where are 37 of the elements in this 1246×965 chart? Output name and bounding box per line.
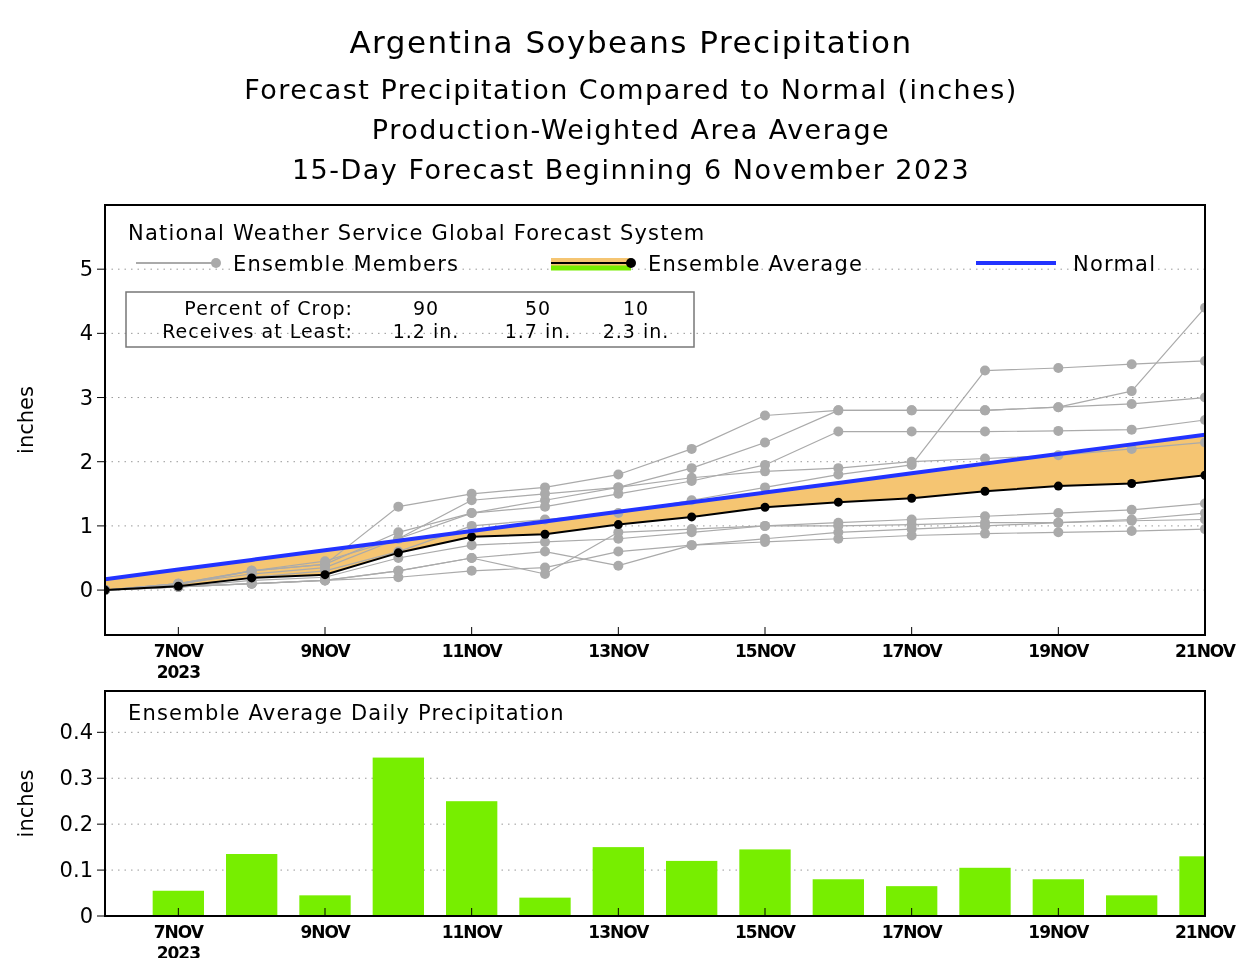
y-axis-title: inches — [14, 769, 38, 838]
text: Percent of Crop: 90 50 10 — [184, 297, 650, 319]
chart-subtitle: Forecast Precipitation Compared to Normal (inches) Production-Weighted Area Average 15-Day Forecast Beginning 6 November 2023 — [244, 74, 1018, 185]
x-tick-label: 15NOV — [734, 922, 797, 942]
y-tick-label: 2 — [79, 449, 93, 474]
x-tick-label: 19NOV — [1028, 641, 1091, 661]
x-tick-label: 17NOV — [881, 641, 944, 661]
x-tick-label: 21NOV — [1174, 641, 1237, 661]
x-tick-label: 13NOV — [588, 922, 651, 942]
x-tick-label: 15NOV — [734, 641, 797, 661]
x-tick-label: 11NOV — [441, 641, 504, 661]
y-tick-label: 0 — [79, 904, 93, 928]
y-tick-label: 0.3 — [59, 766, 93, 791]
legend-title: National Weather Service Global Forecast System — [128, 221, 706, 245]
y-tick-label: 0.1 — [59, 858, 93, 883]
legend-label: Ensemble Average — [648, 252, 864, 276]
x-tick-label: 11NOV — [441, 922, 504, 942]
legend-label: Ensemble Members — [233, 252, 460, 276]
x-tick-label: 17NOV — [881, 922, 944, 942]
x-tick-label: 9NOV — [300, 922, 352, 942]
y-tick-label: 5 — [79, 257, 93, 282]
chart-title: Argentina Soybeans Precipitation — [349, 24, 913, 60]
y-tick-label: 3 — [79, 385, 93, 410]
x-tick-label: 21NOV — [1174, 922, 1237, 942]
y-tick-label: 1 — [79, 513, 93, 538]
text: Receives at Least: 1.2 in. 1.7 in. 2.3 in. — [162, 320, 670, 342]
y-axis-title: inches — [14, 386, 38, 454]
annotation: Ensemble Average Daily Precipitation — [128, 701, 565, 725]
y-tick-label: 0.4 — [59, 720, 93, 745]
legend-label: Normal — [1073, 252, 1157, 276]
y-tick-label: 0 — [79, 578, 93, 603]
x-tick-label: 13NOV — [588, 641, 651, 661]
y-tick-label: 0.2 — [59, 812, 93, 837]
x-tick-label: 19NOV — [1028, 922, 1091, 942]
x-tick-label: 7NOV 2023 — [153, 641, 205, 682]
y-tick-label: 4 — [79, 321, 93, 346]
x-tick-label: 9NOV — [300, 641, 352, 661]
